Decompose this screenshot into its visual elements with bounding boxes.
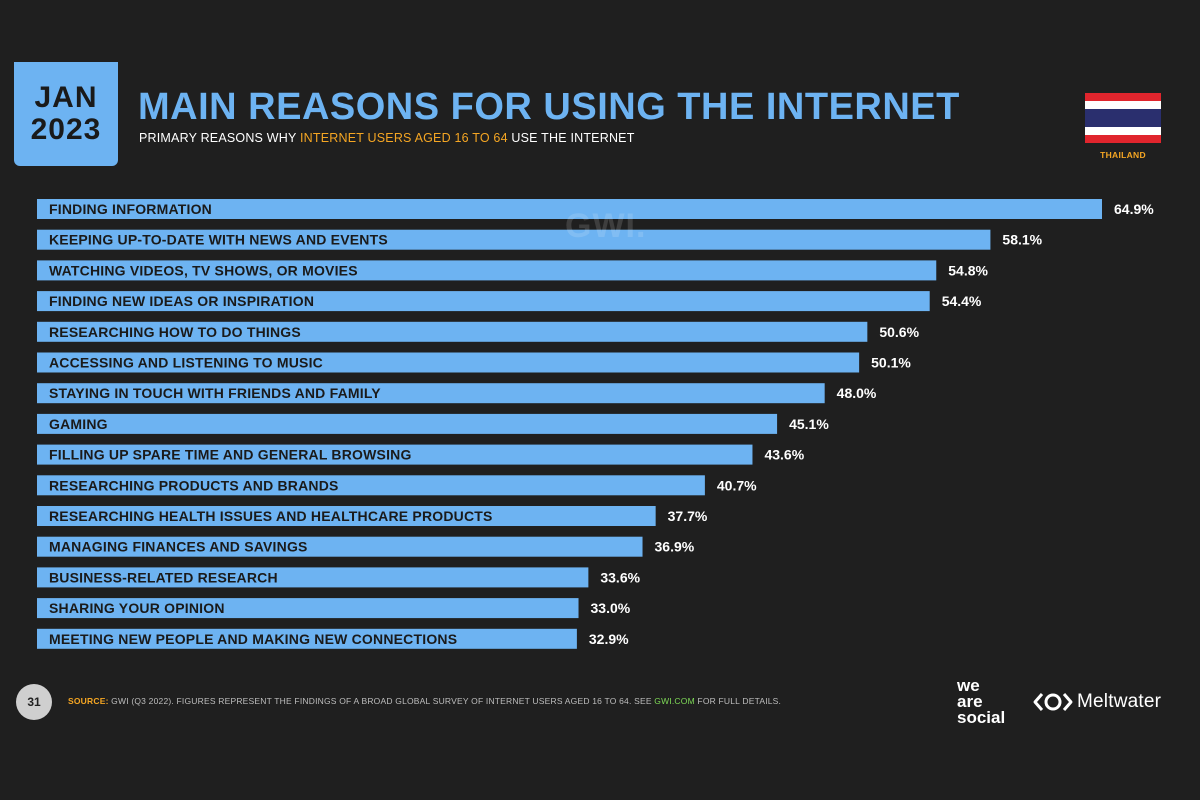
page-title: MAIN REASONS FOR USING THE INTERNET (138, 86, 960, 128)
category-label: FINDING INFORMATION (49, 201, 212, 217)
date-month: JAN (34, 81, 98, 114)
value-label: 43.6% (764, 447, 804, 463)
country-label: THAILAND (1100, 150, 1146, 160)
category-label: FINDING NEW IDEAS OR INSPIRATION (49, 293, 314, 309)
category-label: MEETING NEW PEOPLE AND MAKING NEW CONNEC… (49, 631, 457, 647)
category-label: MANAGING FINANCES AND SAVINGS (49, 539, 308, 555)
value-label: 54.8% (948, 262, 988, 278)
category-label: STAYING IN TOUCH WITH FRIENDS AND FAMILY (49, 385, 381, 401)
bar (37, 628, 577, 649)
category-label: KEEPING UP-TO-DATE WITH NEWS AND EVENTS (49, 232, 388, 248)
logo-word-we: we (957, 676, 980, 695)
value-label: 33.6% (600, 569, 640, 585)
value-label: 32.9% (589, 631, 629, 647)
gwi-watermark: GWI. (565, 207, 647, 245)
value-label: 37.7% (668, 508, 708, 524)
category-label: RESEARCHING PRODUCTS AND BRANDS (49, 477, 339, 493)
category-label: WATCHING VIDEOS, TV SHOWS, OR MOVIES (49, 262, 358, 278)
category-label: ACCESSING AND LISTENING TO MUSIC (49, 355, 323, 371)
value-label: 48.0% (837, 385, 877, 401)
meltwater-mark-icon (1033, 693, 1073, 711)
bar (37, 567, 589, 588)
subtitle-before: PRIMARY REASONS WHY (139, 131, 300, 145)
value-label: 36.9% (655, 539, 695, 555)
bar (37, 598, 579, 619)
meltwater-wordmark: Meltwater (1077, 691, 1162, 712)
category-label: SHARING YOUR OPINION (49, 600, 225, 616)
subtitle-highlight: INTERNET USERS AGED 16 TO 64 (299, 131, 508, 145)
logo-word-are: are (957, 692, 983, 712)
bar (37, 536, 643, 557)
we-are-social-logo: we are social (957, 676, 1027, 728)
bar (37, 383, 825, 404)
value-label: 54.4% (942, 293, 982, 309)
category-label: RESEARCHING HOW TO DO THINGS (49, 324, 301, 340)
value-label: 45.1% (789, 416, 829, 432)
source-link[interactable]: GWI.COM (654, 696, 695, 706)
bar (37, 291, 930, 312)
bar (37, 444, 753, 465)
value-label: 50.1% (871, 355, 911, 371)
bar (37, 260, 937, 281)
category-label: RESEARCHING HEALTH ISSUES AND HEALTHCARE… (49, 508, 493, 524)
bar (37, 506, 656, 526)
subtitle-after: USE THE INTERNET (507, 131, 635, 145)
bar (37, 475, 705, 496)
date-badge: JAN 2023 (14, 62, 118, 166)
source-after: FOR FULL DETAILS. (694, 696, 782, 706)
page-subtitle: PRIMARY REASONS WHY INTERNET USERS AGED … (139, 131, 635, 145)
bar (37, 229, 991, 250)
page-number: 31 (16, 684, 52, 720)
value-label: 64.9% (1114, 201, 1154, 217)
value-label: 33.0% (591, 600, 631, 616)
source-note: SOURCE: GWI (Q3 2022). FIGURES REPRESENT… (68, 696, 781, 706)
bar (37, 352, 860, 373)
bar (37, 321, 868, 342)
category-label: FILLING UP SPARE TIME AND GENERAL BROWSI… (49, 447, 412, 463)
source-text: GWI (Q3 2022). FIGURES REPRESENT THE FIN… (108, 696, 655, 706)
meltwater-logo: Meltwater (1033, 689, 1161, 715)
value-label: 40.7% (717, 477, 757, 493)
date-year: 2023 (30, 113, 102, 146)
bar (37, 199, 1102, 219)
value-label: 50.6% (879, 324, 919, 340)
logo-word-social: social (957, 708, 1006, 728)
category-label: GAMING (49, 416, 108, 432)
source-label: SOURCE: (68, 696, 109, 706)
thailand-flag-icon (1085, 93, 1161, 143)
value-label: 58.1% (1002, 232, 1042, 248)
bar (37, 413, 778, 434)
category-label: BUSINESS-RELATED RESEARCH (49, 569, 278, 585)
